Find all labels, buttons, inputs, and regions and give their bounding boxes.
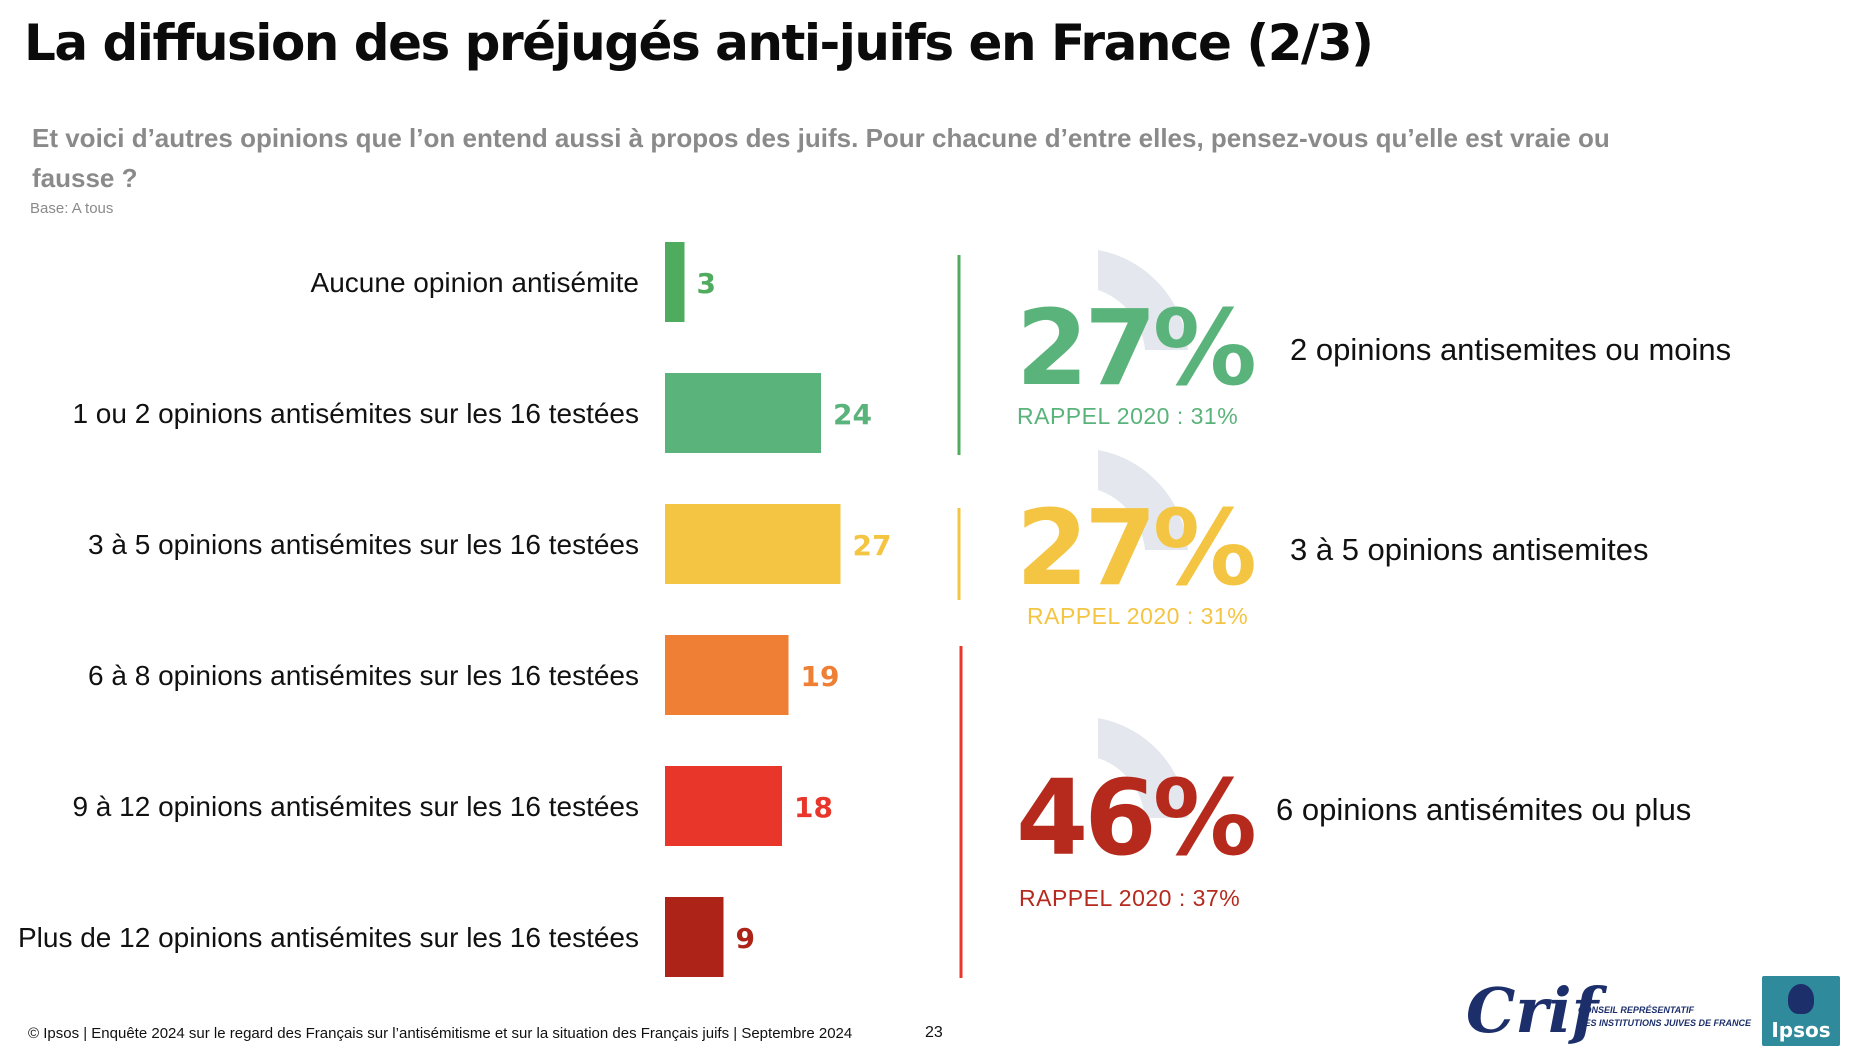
group-recall-2: RAPPEL 2020 : 31% — [1027, 603, 1249, 629]
bar-value-label: 24 — [833, 398, 872, 431]
bar-value-label: 18 — [794, 791, 833, 824]
decor-arcs — [1098, 250, 1188, 818]
group-pct-1: 27% — [1016, 287, 1257, 409]
ipsos-logo: Ipsos — [1762, 976, 1840, 1046]
ipsos-head-icon — [1788, 984, 1814, 1014]
crif-subtitle-line-2: DES INSTITUTIONS JUIVES DE FRANCE — [1578, 1018, 1752, 1028]
group-pct-3: 46% — [1016, 757, 1257, 879]
group-label-3: 6 opinions antisémites ou plus — [1276, 792, 1692, 827]
group-label-2: 3 à 5 opinions antisemites — [1290, 532, 1649, 567]
footer-source: © Ipsos | Enquête 2024 sur le regard des… — [28, 1025, 853, 1042]
decor-arc-3 — [1098, 718, 1188, 818]
page-number: 23 — [925, 1024, 943, 1041]
bars-group: Aucune opinion antisémite 3 1 ou 2 opinion… — [18, 242, 892, 977]
decor-arc-1 — [1098, 250, 1188, 350]
bar — [665, 766, 782, 846]
category-label: Plus de 12 opinions antisémites sur les … — [18, 922, 639, 953]
bar-value-label: 9 — [736, 922, 755, 955]
group-recall-3: RAPPEL 2020 : 37% — [1019, 885, 1241, 911]
bar-value-label: 27 — [853, 529, 892, 562]
crif-logo: Crif — [1466, 974, 1599, 1047]
category-label: 3 à 5 opinions antisémites sur les 16 te… — [88, 529, 639, 560]
category-label: 1 ou 2 opinions antisémites sur les 16 t… — [72, 398, 639, 429]
bar — [665, 897, 724, 977]
bar-value-label: 3 — [697, 267, 716, 300]
category-label: 6 à 8 opinions antisémites sur les 16 te… — [88, 660, 639, 691]
group-recall-1: RAPPEL 2020 : 31% — [1017, 403, 1239, 429]
crif-logo-subtitle: CONSEIL REPRÉSENTATIF DES INSTITUTIONS J… — [1578, 1004, 1751, 1030]
ipsos-logo-text: Ipsos — [1771, 1018, 1831, 1042]
category-label: Aucune opinion antisémite — [311, 267, 639, 298]
crif-subtitle-line-1: CONSEIL REPRÉSENTATIF — [1578, 1005, 1695, 1015]
base-note: Base: A tous — [30, 200, 114, 217]
survey-question: Et voici d’autres opinions que l’on ente… — [32, 123, 1610, 193]
bar-chart: Aucune opinion antisémite 3 1 ou 2 opinion… — [18, 242, 1188, 978]
bar — [665, 242, 685, 322]
bar — [665, 373, 821, 453]
decor-arc-2 — [1098, 450, 1188, 550]
category-label: 9 à 12 opinions antisémites sur les 16 t… — [72, 791, 639, 822]
bar — [665, 504, 841, 584]
page-title: La diffusion des préjugés anti-juifs en … — [24, 14, 1374, 72]
bar-value-label: 19 — [801, 660, 840, 693]
bar — [665, 635, 789, 715]
group-pct-2: 27% — [1016, 487, 1257, 609]
group-label-1: 2 opinions antisemites ou moins — [1290, 332, 1732, 367]
